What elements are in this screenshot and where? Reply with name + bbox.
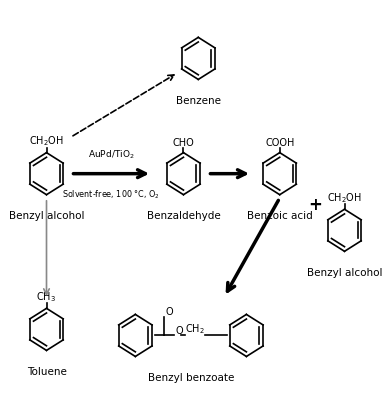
Text: CH$_2$OH: CH$_2$OH bbox=[327, 190, 362, 204]
Text: Toluene: Toluene bbox=[27, 366, 66, 376]
Text: Benzene: Benzene bbox=[176, 96, 221, 106]
Text: CHO: CHO bbox=[172, 138, 194, 148]
Text: AuPd/TiO$_2$: AuPd/TiO$_2$ bbox=[88, 148, 134, 160]
Text: O: O bbox=[176, 325, 183, 335]
Text: Benzyl alcohol: Benzyl alcohol bbox=[307, 267, 382, 277]
Text: +: + bbox=[308, 196, 322, 213]
Text: COOH: COOH bbox=[265, 138, 294, 148]
Text: Benzaldehyde: Benzaldehyde bbox=[147, 211, 220, 220]
Text: Benzoic acid: Benzoic acid bbox=[247, 211, 312, 220]
Text: Benzyl alcohol: Benzyl alcohol bbox=[9, 211, 84, 220]
Text: O: O bbox=[166, 307, 173, 317]
Text: Solvent-free, 100 °C, O$_2$: Solvent-free, 100 °C, O$_2$ bbox=[62, 189, 160, 201]
Text: CH$_2$: CH$_2$ bbox=[185, 321, 205, 335]
Text: CH$_3$: CH$_3$ bbox=[36, 289, 56, 303]
Text: Benzyl benzoate: Benzyl benzoate bbox=[148, 372, 234, 382]
Text: CH$_2$OH: CH$_2$OH bbox=[29, 134, 64, 148]
